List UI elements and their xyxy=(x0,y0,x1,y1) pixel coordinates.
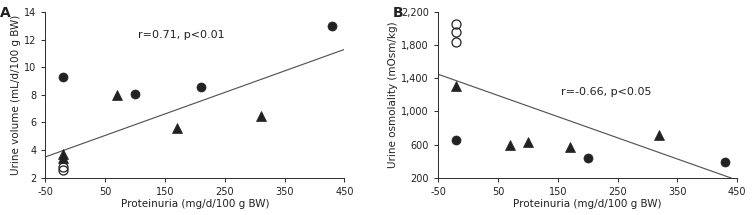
Text: r=0.71, p<0.01: r=0.71, p<0.01 xyxy=(138,30,225,40)
Y-axis label: Urine volume (mL/d/100 g BW): Urine volume (mL/d/100 g BW) xyxy=(11,15,21,175)
Text: B: B xyxy=(393,6,404,20)
X-axis label: Proteinuria (mg/d/100 g BW): Proteinuria (mg/d/100 g BW) xyxy=(514,200,662,209)
Text: r=-0.66, p<0.05: r=-0.66, p<0.05 xyxy=(561,87,651,97)
Y-axis label: Urine osmolality (mOsm/kg): Urine osmolality (mOsm/kg) xyxy=(388,22,399,168)
Text: A: A xyxy=(1,6,11,20)
X-axis label: Proteinuria (mg/d/100 g BW): Proteinuria (mg/d/100 g BW) xyxy=(120,200,269,209)
